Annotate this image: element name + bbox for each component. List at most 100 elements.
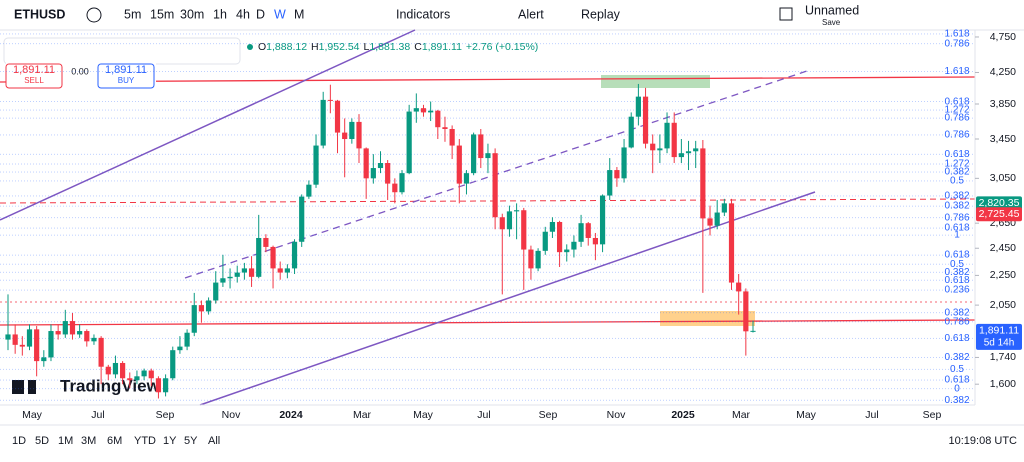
symbol[interactable]: ETHUSD xyxy=(14,7,65,21)
interval[interactable]: 1h xyxy=(213,7,227,21)
candle-body xyxy=(141,370,147,377)
dashed-level xyxy=(0,198,976,204)
range-button[interactable]: 6M xyxy=(107,435,122,447)
candle-body xyxy=(657,148,663,151)
save[interactable]: Save xyxy=(822,18,841,27)
sell-button[interactable] xyxy=(5,63,63,89)
candle-body xyxy=(736,282,742,292)
fib-label: 1 xyxy=(954,230,960,241)
layout-name[interactable]: Unnamed xyxy=(805,3,859,17)
candle-body xyxy=(428,110,434,113)
x-tick-label: Jul xyxy=(477,409,490,421)
candle-body xyxy=(385,163,391,184)
candle-body xyxy=(671,122,677,158)
x-tick-label: 2024 xyxy=(279,409,303,421)
candle-body xyxy=(248,268,255,277)
legend-close: 1,891.11 xyxy=(422,41,462,53)
candle-body xyxy=(463,173,470,184)
sell-price: 1,891.11 xyxy=(13,64,55,76)
ohlc-text: O1,888.12 H1,952.54 L1,881.38 C1,891.11 +2.7… xyxy=(258,41,538,53)
candle-body xyxy=(162,378,169,393)
zone-box xyxy=(660,311,755,326)
candle-body xyxy=(84,331,90,342)
interval[interactable]: 5m xyxy=(124,7,141,21)
range-button[interactable]: 5D xyxy=(35,435,49,447)
x-tick-label: Jul xyxy=(865,409,878,421)
range-button[interactable]: 5Y xyxy=(184,435,198,447)
x-tick-label: May xyxy=(22,409,43,421)
candle-body xyxy=(291,241,298,269)
range-button[interactable]: 3M xyxy=(81,435,96,447)
range-button[interactable]: 1D xyxy=(12,435,26,447)
add-symbol[interactable] xyxy=(86,7,102,23)
interval[interactable]: D xyxy=(256,7,265,21)
y-tick-label: 4,750 xyxy=(990,31,1016,43)
legend-h: H xyxy=(311,41,319,53)
candle-body xyxy=(41,357,47,362)
interval[interactable]: M xyxy=(294,7,304,21)
range-button[interactable]: YTD xyxy=(134,435,156,447)
interval[interactable]: 4h xyxy=(236,7,250,21)
interval[interactable]: 30m xyxy=(180,7,204,21)
candle-body xyxy=(528,249,534,269)
candle-body xyxy=(220,278,226,283)
candle-body xyxy=(564,249,570,253)
candle-body xyxy=(621,147,627,179)
fib-label: 0.5 xyxy=(950,364,964,375)
y-tick-label: 3,850 xyxy=(990,98,1016,110)
candle-body xyxy=(19,344,25,347)
support-line xyxy=(0,319,976,326)
candle-body xyxy=(542,231,548,251)
candle-body xyxy=(492,153,498,218)
fib-label: 1.272 xyxy=(944,159,969,170)
x-tick-label: May xyxy=(413,409,434,421)
candle-body xyxy=(678,153,684,158)
fib-label: 0.382 xyxy=(944,201,969,212)
fib-label: 0.618 xyxy=(944,375,969,386)
candle-body xyxy=(55,331,61,335)
checkbox[interactable] xyxy=(779,7,793,21)
indicators[interactable]: Indicators xyxy=(396,7,450,21)
candle-body xyxy=(499,217,505,230)
price-tag-label: 2,725.45 xyxy=(979,208,1020,220)
candle-body xyxy=(227,276,233,279)
buy-button[interactable] xyxy=(97,63,155,89)
alert[interactable]: Alert xyxy=(518,7,544,21)
buy-price: 1,891.11 xyxy=(105,64,147,76)
price-tag xyxy=(976,207,1022,222)
legend-change: +2.76 (+0.15%) xyxy=(466,41,538,53)
fib-label: 0.618 xyxy=(944,149,969,160)
top-toolbar xyxy=(0,0,1024,30)
candle-body xyxy=(241,268,247,273)
candle-body xyxy=(485,153,491,159)
y-tick-label: 1,600 xyxy=(990,378,1016,390)
candle-body xyxy=(592,237,599,245)
candle-body xyxy=(62,321,68,335)
spread: 0.00 xyxy=(71,66,89,76)
replay[interactable]: Replay xyxy=(581,7,621,21)
logo-mark xyxy=(12,380,24,394)
x-tick-label: 2025 xyxy=(671,409,695,421)
fib-label: 0.382 xyxy=(944,352,969,363)
interval[interactable]: W xyxy=(274,7,286,21)
candle-body xyxy=(614,170,620,179)
interval[interactable]: 15m xyxy=(150,7,174,21)
candle-body xyxy=(685,151,692,154)
candle-body xyxy=(413,108,419,112)
fib-label: 0.786 xyxy=(944,212,969,223)
range-button[interactable]: All xyxy=(208,435,220,447)
range-button[interactable]: 1M xyxy=(58,435,73,447)
candle-body xyxy=(370,168,376,179)
candle-body xyxy=(256,237,262,277)
candle-body xyxy=(320,99,326,146)
range-button[interactable]: 1Y xyxy=(163,435,177,447)
candle-body xyxy=(155,378,162,393)
fib-label: 0.618 xyxy=(944,250,969,261)
candle-body xyxy=(263,237,269,247)
candle-body xyxy=(449,128,455,146)
candle-body xyxy=(700,148,706,219)
candle-body xyxy=(650,143,656,151)
candle-body xyxy=(392,183,398,193)
candle-body xyxy=(363,148,369,179)
